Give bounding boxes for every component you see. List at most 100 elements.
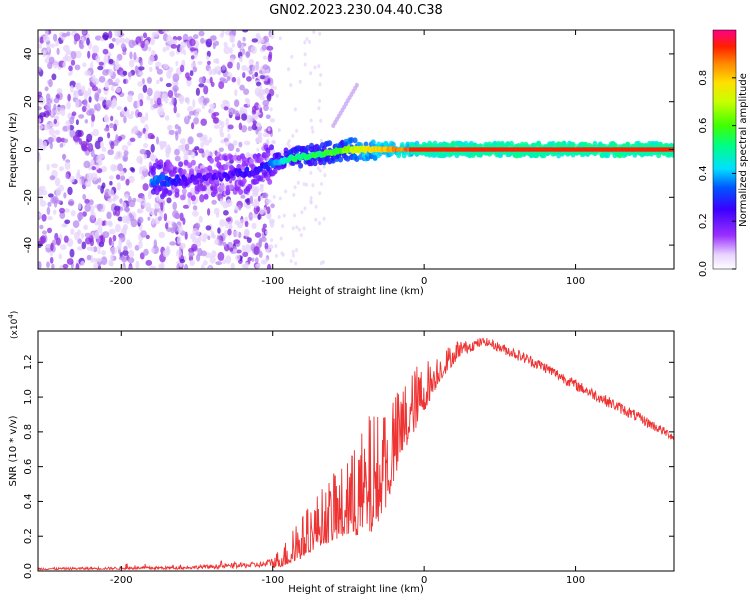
noise-cell — [253, 246, 260, 256]
noise-cell — [171, 96, 175, 105]
noise-cell — [202, 98, 208, 106]
noise-cell — [110, 246, 118, 255]
noise-cell — [78, 114, 85, 119]
noise-cell — [62, 153, 66, 161]
noise-cell — [314, 204, 318, 209]
noise-cell — [166, 144, 171, 153]
ridge-halo — [181, 169, 187, 175]
y-tick-label: 20 — [23, 95, 34, 108]
noise-cell — [234, 116, 241, 121]
noise-cell — [84, 180, 92, 188]
noise-cell — [168, 124, 173, 130]
snr-multiplier-exponent: 4 — [7, 314, 15, 319]
noise-cell — [232, 108, 236, 115]
noise-cell — [65, 173, 70, 179]
noise-cell — [102, 48, 109, 55]
noise-cell — [278, 196, 282, 201]
noise-cell — [205, 225, 212, 231]
noise-cell — [223, 106, 229, 111]
ridge-halo — [338, 156, 344, 163]
noise-cell — [59, 143, 64, 148]
ridge-halo — [247, 183, 253, 190]
noise-cell — [243, 88, 250, 95]
y-tick-label: 0.6 — [23, 459, 34, 475]
noise-cell — [226, 76, 231, 81]
ridge-halo — [232, 154, 238, 161]
noise-cell — [277, 128, 281, 133]
noise-cell — [191, 200, 196, 206]
noise-cell — [321, 260, 325, 264]
noise-cell — [195, 240, 202, 247]
noise-cell — [198, 215, 203, 223]
noise-cell — [252, 187, 259, 196]
x-tick-label: 100 — [566, 575, 585, 586]
noise-cell — [167, 90, 174, 98]
noise-cell — [122, 249, 129, 256]
noise-cell — [165, 45, 170, 51]
noise-cell — [115, 58, 119, 66]
noise-cell — [295, 225, 299, 230]
noise-cell — [102, 32, 109, 41]
noise-cell — [267, 127, 271, 132]
ridge-halo — [238, 189, 244, 195]
noise-cell — [238, 141, 243, 148]
noise-cell — [264, 209, 268, 214]
noise-cell — [213, 207, 220, 215]
noise-cell — [247, 126, 253, 132]
noise-cell — [259, 95, 265, 101]
colorbar: 0.0 0.2 0.4 0.6 0.8 Normalized spectral ampl… — [698, 29, 749, 277]
noise-cell — [40, 47, 48, 55]
noise-cell — [261, 38, 265, 43]
noise-cell — [260, 195, 264, 200]
noise-cell — [211, 199, 217, 205]
noise-cell — [309, 71, 313, 76]
noise-cell — [254, 63, 260, 72]
noise-cell — [217, 251, 225, 261]
noise-cell — [63, 208, 70, 213]
noise-cell — [247, 257, 252, 262]
noise-cell — [179, 138, 186, 145]
noise-cell — [190, 55, 195, 60]
noise-cell — [244, 140, 251, 146]
noise-cell — [227, 143, 235, 152]
noise-cell — [146, 76, 152, 84]
noise-cell — [85, 237, 92, 245]
noise-cell — [274, 253, 278, 258]
noise-cell — [196, 253, 201, 262]
noise-cell — [130, 111, 135, 115]
noise-cell — [225, 255, 232, 264]
noise-cell — [254, 257, 259, 264]
noise-cell — [54, 129, 60, 135]
noise-cell — [39, 224, 44, 230]
noise-cell — [316, 166, 320, 171]
noise-cell — [239, 84, 245, 91]
noise-cell — [70, 210, 76, 217]
noise-cell — [202, 233, 209, 240]
noise-cell — [91, 172, 98, 181]
noise-cell — [113, 123, 118, 132]
noise-cell — [317, 106, 321, 111]
noise-cell — [156, 136, 159, 145]
noise-cell — [77, 212, 84, 221]
noise-cell — [229, 47, 233, 54]
spectrogram-ridge — [149, 137, 674, 202]
ridge-halo — [178, 161, 184, 168]
noise-cell — [52, 209, 57, 215]
ridge-halo — [209, 157, 214, 164]
noise-cell — [45, 102, 52, 110]
noise-cell — [137, 81, 144, 87]
noise-cell — [176, 249, 182, 258]
noise-cell — [179, 44, 185, 54]
noise-cell — [60, 244, 67, 251]
noise-cell — [116, 106, 122, 111]
x-tick-label: -100 — [261, 276, 284, 287]
noise-cell — [168, 129, 175, 136]
noise-cell — [132, 197, 137, 203]
noise-cell — [151, 50, 156, 57]
noise-cell — [159, 143, 164, 150]
noise-cell — [137, 92, 144, 102]
noise-cell — [255, 139, 263, 144]
noise-cell — [170, 44, 178, 49]
noise-cell — [72, 135, 80, 142]
noise-cell — [294, 261, 298, 266]
